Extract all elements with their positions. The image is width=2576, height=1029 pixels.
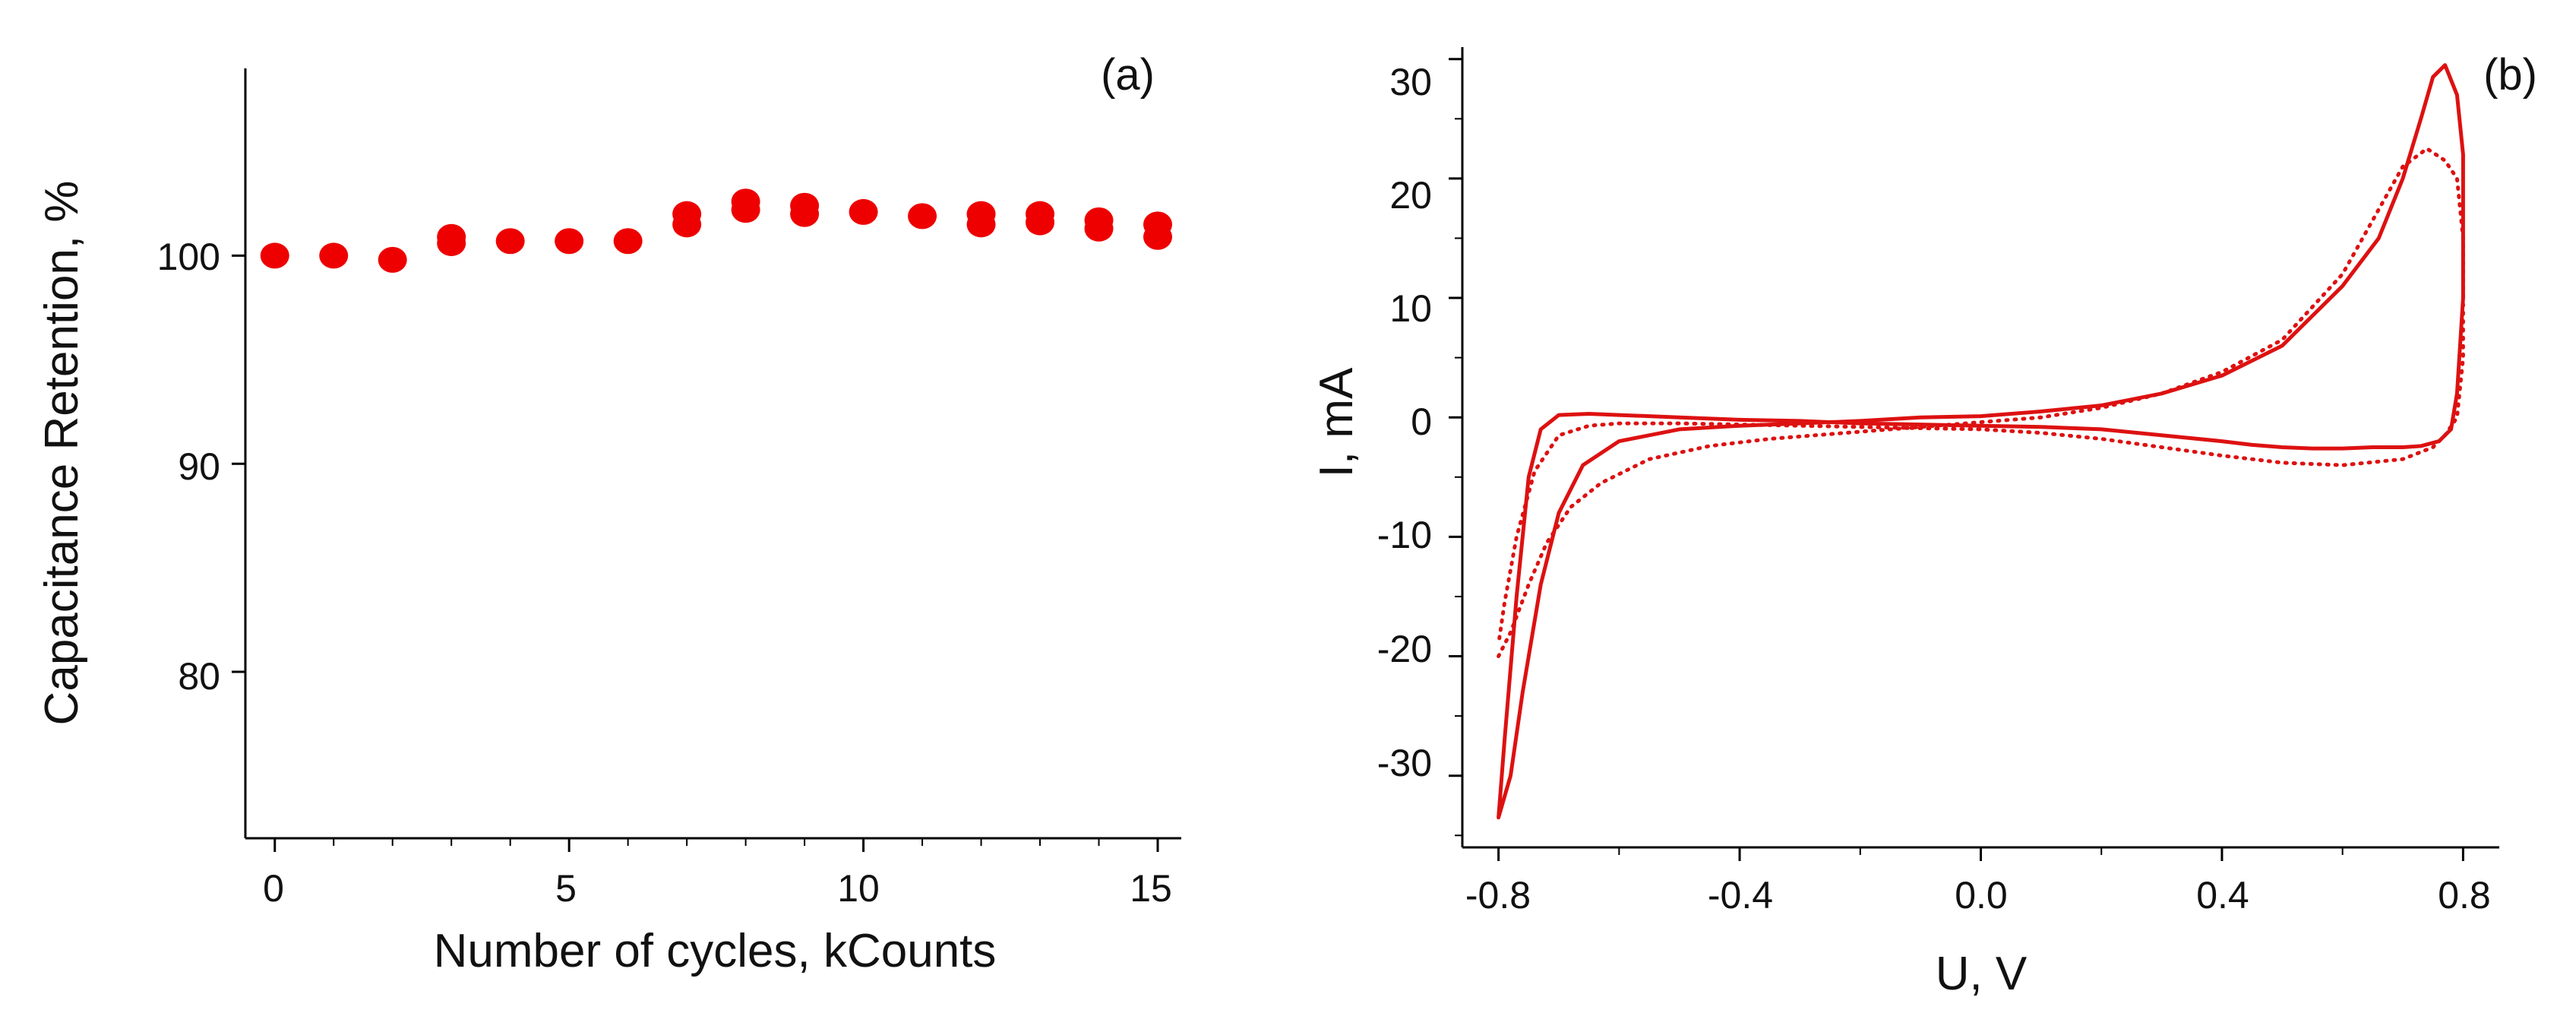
panel-a-tick-label-x-0: 0	[263, 867, 284, 910]
panel-b-tick-label-x-neg0.4: -0.4	[1708, 874, 1773, 917]
panel-a-data-point-21	[1084, 215, 1114, 242]
panel-a-y-axis-title: Capacitance Retention, %	[36, 181, 88, 726]
panel-b-tick-label-y-neg20: -20	[1377, 628, 1432, 670]
panel-b-cv-chart: -0.8 -0.4 0.0 0.4 0.8 -30 -20 -10 0 10 2…	[1310, 47, 2537, 1000]
panel-a-data-point-4	[437, 230, 466, 256]
panel-b-tick-label-y-neg30: -30	[1377, 742, 1432, 784]
panel-b-tick-label-x-0.8: 0.8	[2438, 874, 2491, 917]
panel-a-data-point-0	[260, 242, 289, 269]
panel-a-tick-label-x-15: 15	[1130, 867, 1172, 910]
panel-a-data-point-2	[378, 246, 407, 273]
panel-b-series-solid	[1497, 63, 2465, 820]
panel-a-data-point-1	[319, 242, 349, 269]
panel-b-tick-label-y-0: 0	[1411, 401, 1432, 443]
panel-a-tick-label-y-100: 100	[157, 236, 220, 278]
panel-a-data-point-7	[613, 228, 643, 255]
panel-b-tick-label-x-0.4: 0.4	[2196, 874, 2249, 917]
panel-b-tick-label-x-neg0.8: -0.8	[1465, 874, 1531, 917]
panel-a-data-point-14	[849, 198, 878, 225]
panel-a-data-point-19	[1026, 209, 1055, 236]
panel-a-data-points	[260, 188, 1173, 273]
panel-b-y-axis-title: I, mA	[1310, 367, 1363, 477]
panel-a-data-point-15	[908, 203, 937, 230]
panel-a-tick-label-x-10: 10	[837, 867, 880, 910]
panel-a-data-point-9	[672, 211, 702, 238]
panel-a-tick-label-x-5: 5	[555, 867, 577, 910]
panel-b-tick-label-y-20: 20	[1389, 174, 1432, 217]
panel-a-data-point-23	[1143, 223, 1173, 250]
panel-a-tick-label-y-80: 80	[178, 655, 220, 698]
panel-a-data-point-13	[790, 201, 820, 227]
panel-b-ticks	[1449, 58, 2464, 861]
panel-b-tick-label-y-30: 30	[1389, 61, 1432, 103]
panel-a-retention-chart: 0 5 10 15 80 90 100 Number of cycles, kC…	[36, 50, 1181, 977]
panel-a-ticks	[232, 254, 1159, 852]
panel-b-label: (b)	[2483, 50, 2537, 100]
panel-a-label: (a)	[1101, 50, 1155, 100]
panel-b-series-dotted	[1497, 146, 2465, 658]
panel-a-x-axis-title: Number of cycles, kCounts	[434, 925, 997, 977]
panel-a-tick-label-y-90: 90	[178, 445, 220, 488]
panel-b-tick-label-x-0.0: 0.0	[1955, 874, 2008, 917]
panel-a-data-point-11	[731, 197, 760, 223]
panel-b-tick-label-y-neg10: -10	[1377, 514, 1432, 556]
panel-a-data-point-6	[555, 228, 584, 255]
panel-b-tick-label-y-10: 10	[1389, 287, 1432, 330]
panel-a-data-point-5	[495, 228, 525, 255]
panel-a-data-point-17	[966, 211, 996, 238]
panel-b-x-axis-title: U, V	[1936, 948, 2028, 1000]
